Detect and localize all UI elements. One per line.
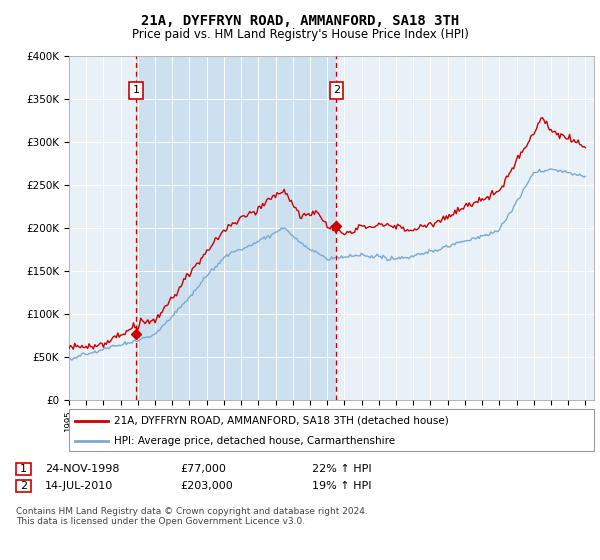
Text: HPI: Average price, detached house, Carmarthenshire: HPI: Average price, detached house, Carm… xyxy=(114,436,395,446)
Text: 1: 1 xyxy=(20,464,27,474)
Text: 14-JUL-2010: 14-JUL-2010 xyxy=(45,480,113,491)
Text: 1: 1 xyxy=(133,86,140,95)
Text: 21A, DYFFRYN ROAD, AMMANFORD, SA18 3TH (detached house): 21A, DYFFRYN ROAD, AMMANFORD, SA18 3TH (… xyxy=(114,416,449,426)
Text: 22% ↑ HPI: 22% ↑ HPI xyxy=(312,464,371,474)
Text: £203,000: £203,000 xyxy=(180,480,233,491)
Text: 2: 2 xyxy=(333,86,340,95)
Text: Price paid vs. HM Land Registry's House Price Index (HPI): Price paid vs. HM Land Registry's House … xyxy=(131,28,469,41)
Text: 2: 2 xyxy=(20,480,27,491)
Text: Contains HM Land Registry data © Crown copyright and database right 2024.
This d: Contains HM Land Registry data © Crown c… xyxy=(16,507,368,526)
Text: 24-NOV-1998: 24-NOV-1998 xyxy=(45,464,119,474)
Bar xyxy=(136,56,337,400)
Text: 21A, DYFFRYN ROAD, AMMANFORD, SA18 3TH: 21A, DYFFRYN ROAD, AMMANFORD, SA18 3TH xyxy=(141,14,459,28)
Text: 19% ↑ HPI: 19% ↑ HPI xyxy=(312,480,371,491)
Text: £77,000: £77,000 xyxy=(180,464,226,474)
